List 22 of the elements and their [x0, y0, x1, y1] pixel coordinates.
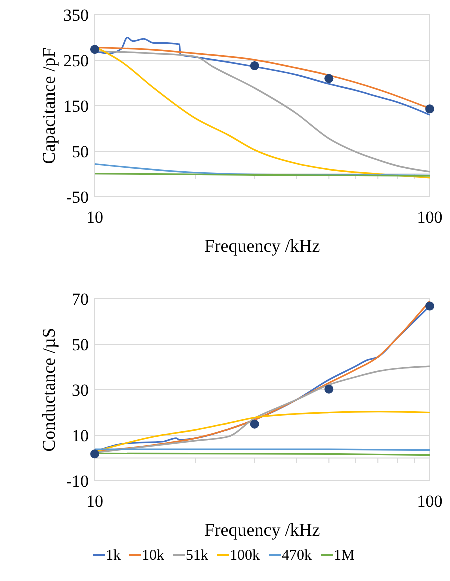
y-tick-label: 30: [72, 380, 89, 400]
x-tick-label: 100: [417, 208, 443, 227]
y-tick-label: -10: [66, 472, 89, 491]
legend-label: 1M: [334, 548, 355, 564]
y-axis-title: Conductance /µS: [39, 328, 59, 452]
x-axis-title: Frequency /kHz: [204, 520, 320, 540]
legend-label: 10k: [142, 548, 165, 564]
x-tick-label: 100: [417, 492, 443, 511]
y-tick-label: 350: [64, 6, 89, 25]
y-tick-label: 10: [72, 426, 89, 446]
y-axis-title: Capacitance /pF: [39, 48, 59, 164]
y-tick-label: 250: [64, 51, 89, 70]
legend-label: 470k: [282, 548, 312, 564]
y-tick-label: 50: [72, 335, 89, 354]
legend-label: 51k: [186, 548, 209, 564]
legend-label: 1k: [106, 548, 122, 564]
legend-label: 100k: [230, 548, 260, 564]
y-tick-label: 50: [72, 142, 89, 162]
x-axis-title: Frequency /kHz: [204, 236, 320, 256]
y-tick-label: -50: [66, 188, 89, 207]
y-tick-label: 70: [72, 290, 89, 309]
y-tick-label: 150: [64, 96, 89, 116]
